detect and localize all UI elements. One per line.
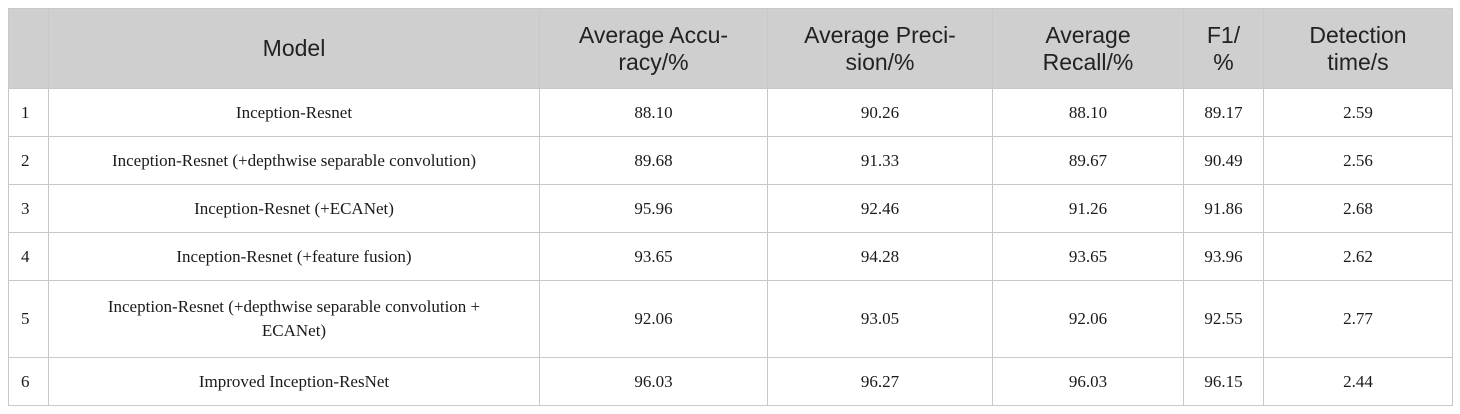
detection-time-value: 2.44	[1263, 357, 1453, 406]
header-detection-time: Detection time/s	[1263, 8, 1453, 89]
recall-value: 96.03	[992, 357, 1184, 406]
model-name: Improved Inception-ResNet	[48, 357, 540, 406]
precision-value: 92.46	[767, 184, 993, 233]
row-index: 3	[8, 184, 49, 233]
recall-value: 91.26	[992, 184, 1184, 233]
accuracy-value: 95.96	[539, 184, 768, 233]
precision-value: 96.27	[767, 357, 993, 406]
accuracy-value: 93.65	[539, 232, 768, 281]
row-index: 1	[8, 88, 49, 137]
model-comparison-table: Model Average Accu- racy/% Average Preci…	[8, 8, 1453, 406]
accuracy-value: 88.10	[539, 88, 768, 137]
results-table-container: Model Average Accu- racy/% Average Preci…	[8, 8, 1453, 406]
table-header-row: Model Average Accu- racy/% Average Preci…	[8, 8, 1453, 89]
recall-value: 93.65	[992, 232, 1184, 281]
detection-time-value: 2.59	[1263, 88, 1453, 137]
header-f1: F1/ %	[1183, 8, 1264, 89]
f1-value: 89.17	[1183, 88, 1264, 137]
table-row: 1 Inception-Resnet 88.10 90.26 88.10 89.…	[8, 88, 1453, 137]
detection-time-value: 2.77	[1263, 280, 1453, 358]
recall-value: 92.06	[992, 280, 1184, 358]
row-index: 6	[8, 357, 49, 406]
precision-value: 91.33	[767, 136, 993, 185]
accuracy-value: 89.68	[539, 136, 768, 185]
f1-value: 90.49	[1183, 136, 1264, 185]
header-index	[8, 8, 49, 89]
precision-value: 93.05	[767, 280, 993, 358]
table-row: 5 Inception-Resnet (+depthwise separable…	[8, 280, 1453, 358]
detection-time-value: 2.62	[1263, 232, 1453, 281]
precision-value: 94.28	[767, 232, 993, 281]
table-row: 3 Inception-Resnet (+ECANet) 95.96 92.46…	[8, 184, 1453, 233]
detection-time-value: 2.56	[1263, 136, 1453, 185]
table-row: 2 Inception-Resnet (+depthwise separable…	[8, 136, 1453, 185]
row-index: 2	[8, 136, 49, 185]
accuracy-value: 96.03	[539, 357, 768, 406]
f1-value: 96.15	[1183, 357, 1264, 406]
row-index: 5	[8, 280, 49, 358]
model-name: Inception-Resnet	[48, 88, 540, 137]
header-average-recall: Average Recall/%	[992, 8, 1184, 89]
header-average-precision: Average Preci- sion/%	[767, 8, 993, 89]
recall-value: 89.67	[992, 136, 1184, 185]
recall-value: 88.10	[992, 88, 1184, 137]
f1-value: 92.55	[1183, 280, 1264, 358]
precision-value: 90.26	[767, 88, 993, 137]
row-index: 4	[8, 232, 49, 281]
model-name: Inception-Resnet (+depthwise separable c…	[48, 280, 540, 358]
table-row: 6 Improved Inception-ResNet 96.03 96.27 …	[8, 357, 1453, 406]
model-name: Inception-Resnet (+ECANet)	[48, 184, 540, 233]
model-name: Inception-Resnet (+feature fusion)	[48, 232, 540, 281]
header-model: Model	[48, 8, 540, 89]
f1-value: 91.86	[1183, 184, 1264, 233]
model-name: Inception-Resnet (+depthwise separable c…	[48, 136, 540, 185]
accuracy-value: 92.06	[539, 280, 768, 358]
table-row: 4 Inception-Resnet (+feature fusion) 93.…	[8, 232, 1453, 281]
detection-time-value: 2.68	[1263, 184, 1453, 233]
header-average-accuracy: Average Accu- racy/%	[539, 8, 768, 89]
f1-value: 93.96	[1183, 232, 1264, 281]
